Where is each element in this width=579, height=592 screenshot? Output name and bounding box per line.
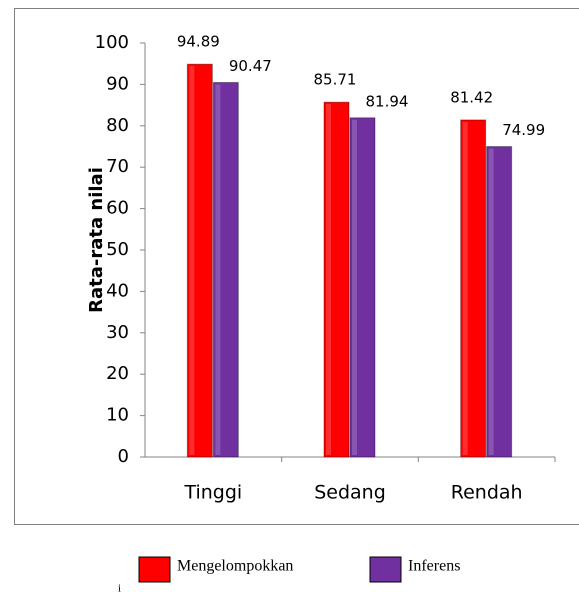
x-tick-label: Tinggi: [183, 482, 242, 504]
bar: [349, 117, 376, 458]
y-tick-label: 10: [106, 405, 129, 426]
y-axis-label: Rata-rata nilai: [86, 167, 107, 313]
bar: [460, 119, 487, 458]
y-tick-label: 90: [106, 73, 129, 94]
bar-highlight: [352, 119, 357, 455]
bar: [212, 81, 239, 458]
data-label: 74.99: [502, 121, 545, 139]
data-label: 85.71: [314, 71, 357, 89]
x-tick-label: Sedang: [314, 482, 386, 504]
bar-highlight: [326, 104, 331, 456]
y-tick-label: 50: [106, 239, 129, 260]
bar: [186, 63, 213, 458]
data-label: 94.89: [177, 33, 220, 51]
y-tick-label: 70: [106, 156, 129, 177]
legend-label: Mengelompokkan: [177, 558, 293, 575]
legend-label: Inferens: [408, 558, 460, 575]
data-label: 90.47: [229, 57, 272, 75]
data-label: 81.94: [366, 92, 409, 110]
x-tick-label: Rendah: [451, 482, 523, 504]
bar: [323, 101, 350, 458]
bar-highlight: [215, 84, 221, 456]
y-tick-label: 20: [106, 363, 129, 384]
data-label: 81.42: [450, 88, 493, 106]
y-tick-label: 80: [106, 115, 129, 136]
bar-highlight: [488, 148, 494, 456]
legend-swatch: [369, 556, 402, 583]
legend-swatch: [138, 556, 171, 583]
y-tick-label: 40: [106, 280, 129, 301]
y-tick-label: 60: [106, 198, 129, 219]
y-tick-label: 100: [95, 32, 129, 53]
y-tick-label: 0: [118, 446, 129, 467]
footnote: i: [118, 583, 121, 592]
y-tick-label: 30: [106, 322, 129, 343]
bar-highlight: [189, 66, 195, 456]
bar-highlight: [462, 121, 468, 455]
bar: [486, 146, 513, 458]
